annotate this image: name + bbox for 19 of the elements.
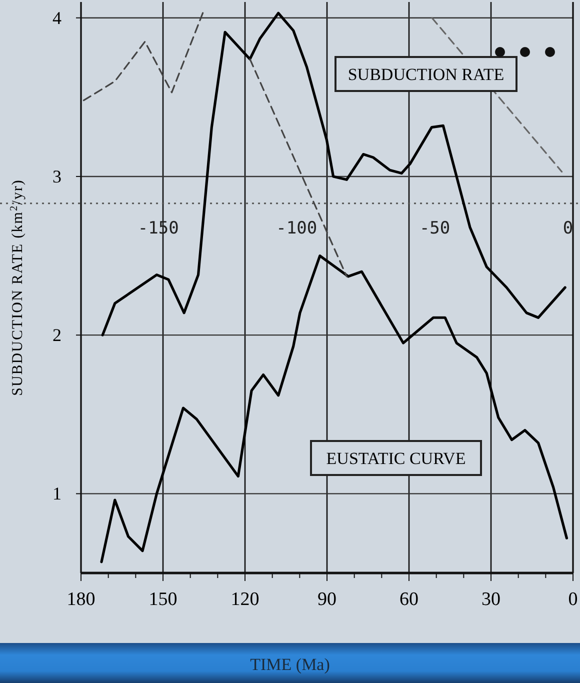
y-tick-label: 2 <box>52 325 62 346</box>
x-tick-label: 90 <box>318 589 336 610</box>
line-series <box>100 254 568 564</box>
x-tick-label: 60 <box>400 589 418 610</box>
x2-tick-label: 0 <box>562 218 574 238</box>
x-tick-label: 30 <box>482 589 500 610</box>
annotation: EUSTATIC CURVE <box>326 449 466 468</box>
x-tick-label: 150 <box>148 589 178 610</box>
x-axis-title: TIME (Ma) <box>250 655 330 674</box>
y-tick-label: 4 <box>52 8 62 28</box>
x2-tick-label: -50 <box>419 218 450 238</box>
y-tick-label: 3 <box>52 166 62 186</box>
y-tick-label: 1 <box>52 484 62 504</box>
line-series <box>82 9 205 102</box>
annotation: SUBDUCTION RATE <box>348 65 504 84</box>
x2-tick-label: -100 <box>276 218 318 238</box>
x-tick-label: 0 <box>568 589 578 610</box>
x-tick-label: 120 <box>230 589 260 610</box>
x-tick-label: 180 <box>66 589 96 610</box>
